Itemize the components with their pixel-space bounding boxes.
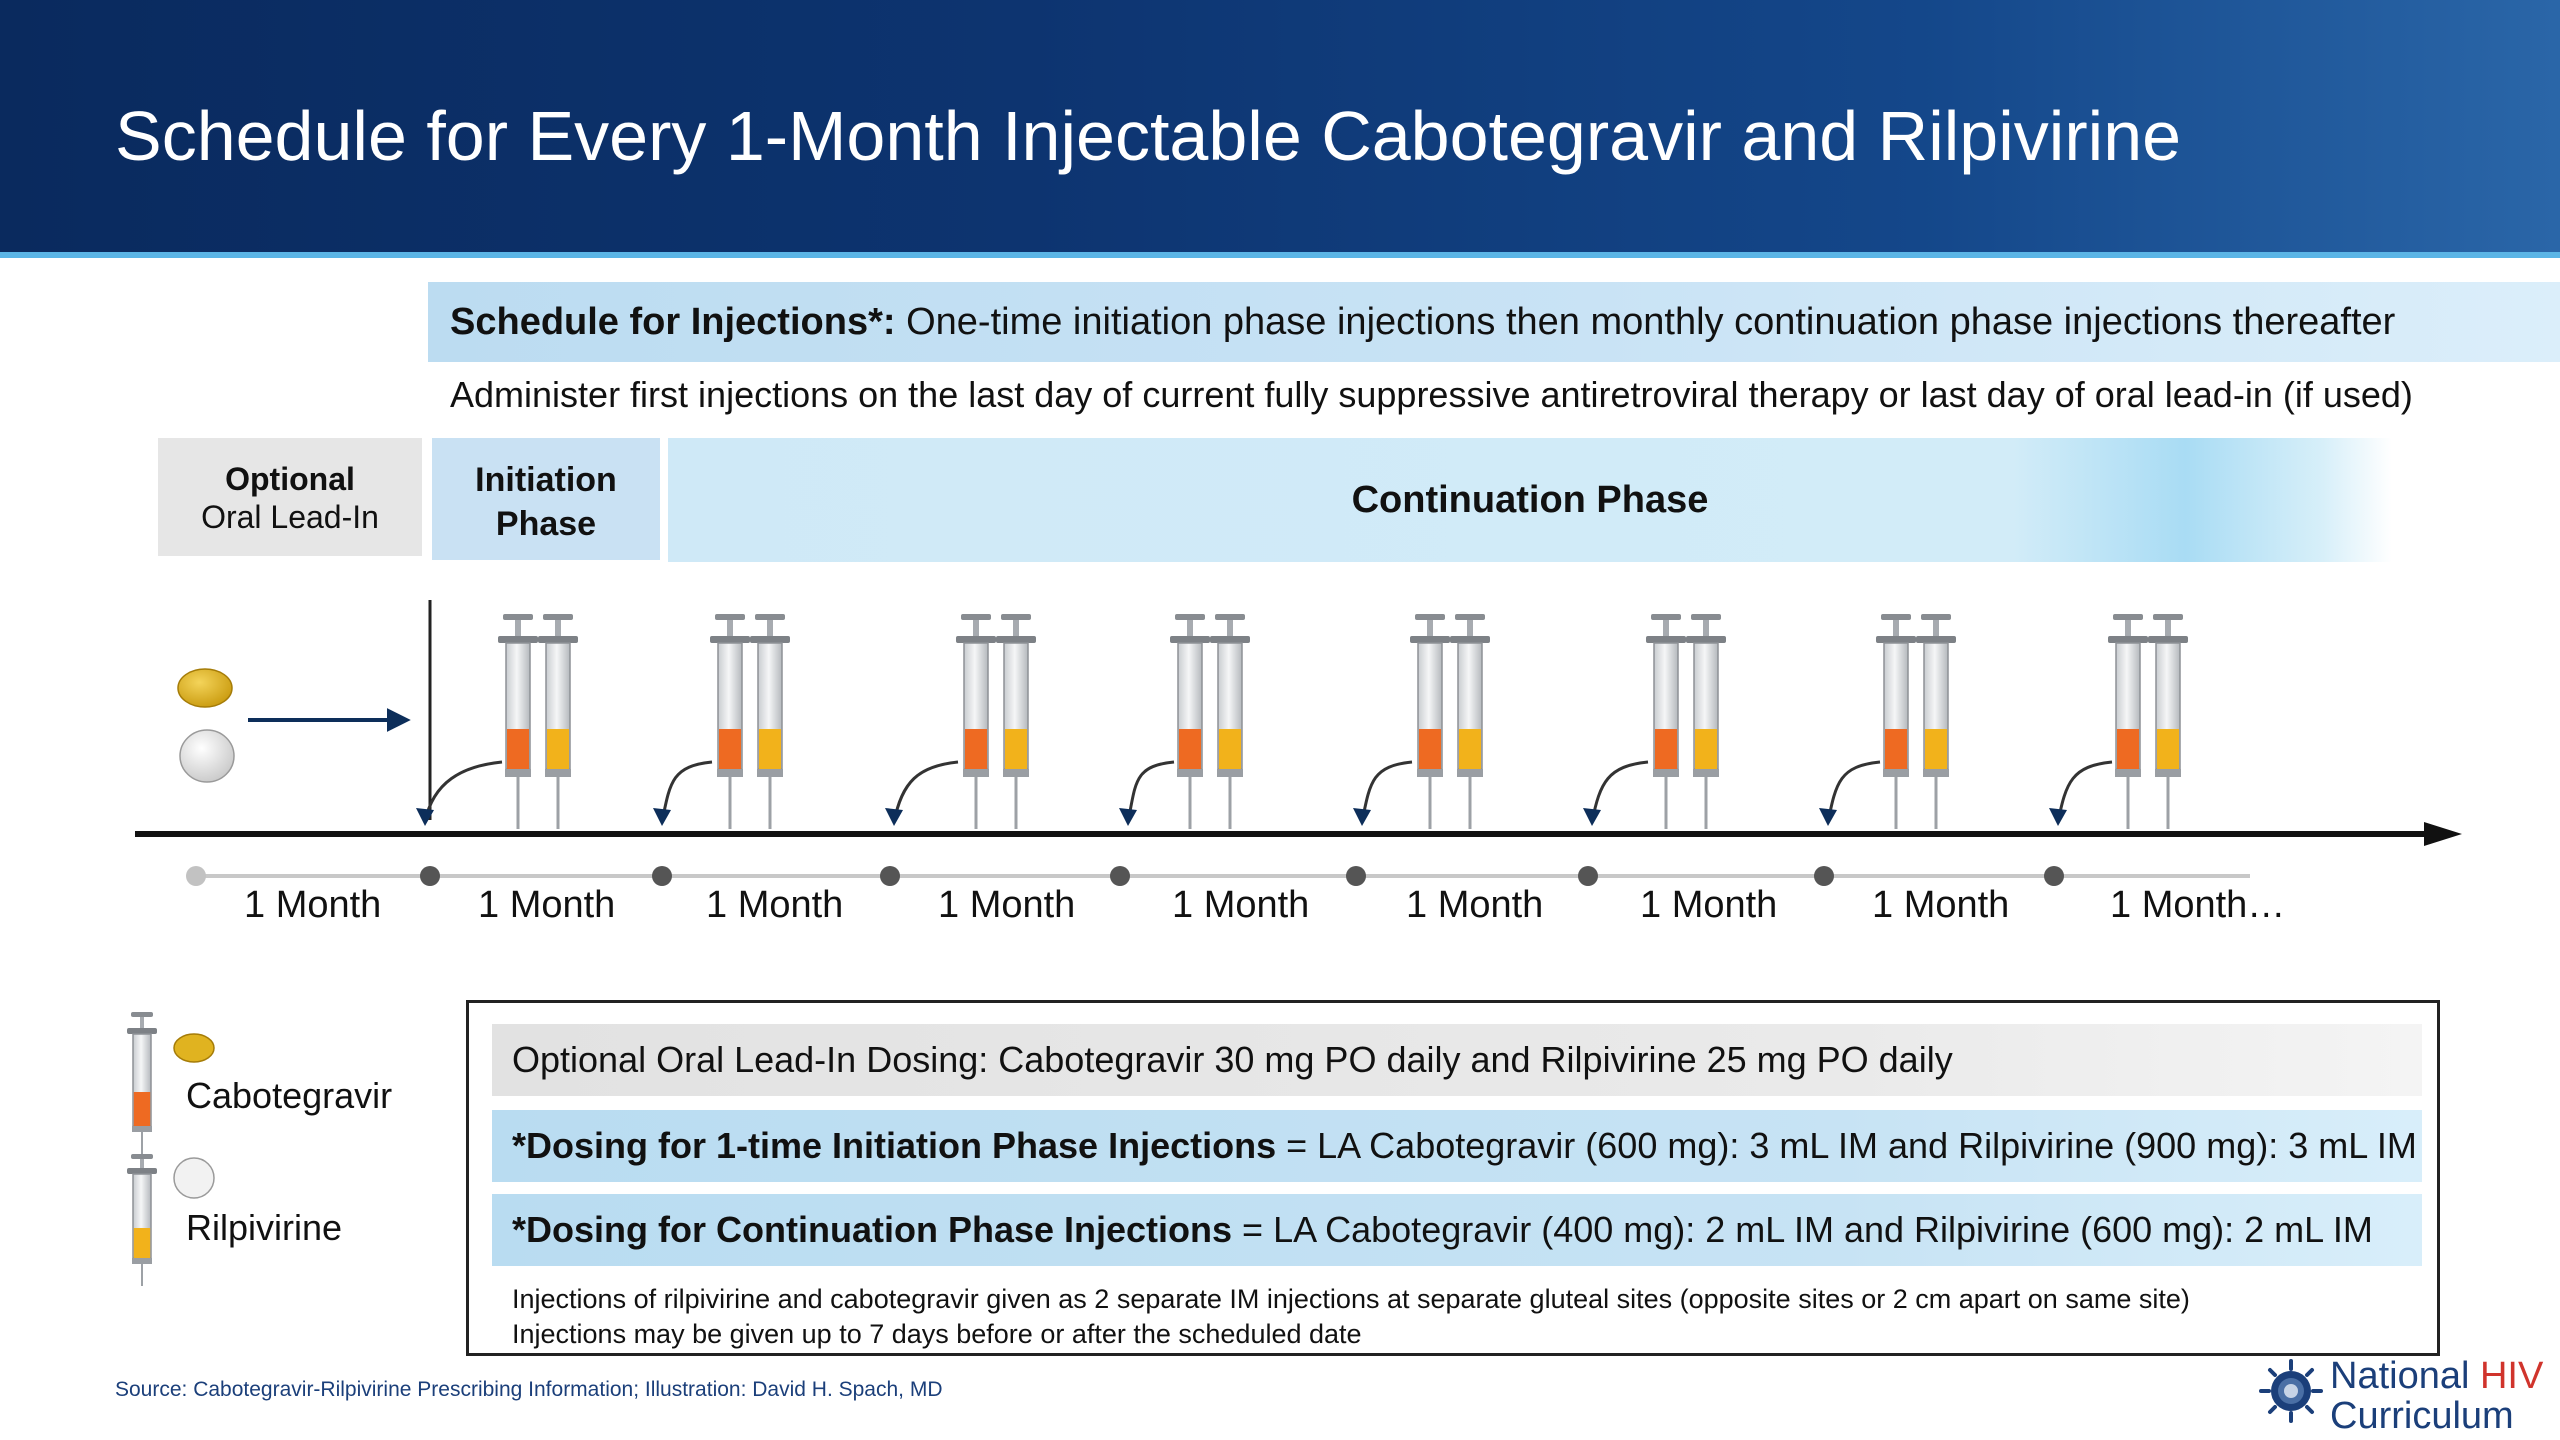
month-label: 1 Month [478, 884, 616, 926]
syringe-rilpivirine-icon [1685, 613, 1727, 830]
syringe-cabotegravir-icon [1645, 613, 1687, 830]
legend-rilpivirine-syringe-icon [127, 1154, 157, 1286]
phase-lead-in-line1: Optional [225, 461, 355, 497]
phase-continuation: Continuation Phase [668, 438, 2392, 562]
timeline-diagram [135, 600, 2462, 886]
syringe-rilpivirine-icon [1209, 613, 1251, 830]
syringe-rilpivirine-icon [1915, 613, 1957, 830]
schedule-label: Schedule for Injections*: [450, 301, 896, 343]
brand-name: National HIV Curriculum [2330, 1356, 2543, 1436]
dosing-initiation-row: *Dosing for 1-time Initiation Phase Inje… [492, 1110, 2422, 1182]
phase-oral-lead-in: Optional Oral Lead-In [158, 438, 422, 556]
phase-initiation: Initiation Phase [432, 438, 660, 560]
brand-curriculum: Curriculum [2330, 1395, 2514, 1437]
brand-hiv: HIV [2479, 1355, 2544, 1397]
injection-arrow-head-icon [1819, 808, 1837, 826]
injection-arrow-head-icon [1353, 808, 1371, 826]
syringe-rilpivirine-icon [995, 613, 1037, 830]
month-label: 1 Month [1172, 884, 1310, 926]
month-label: 1 Month [706, 884, 844, 926]
injection-arrow-icon [1360, 760, 1413, 823]
month-tick [420, 866, 440, 886]
dosing-note-2: Injections may be given up to 7 days bef… [512, 1319, 1362, 1349]
syringe-rilpivirine-icon [2147, 613, 2189, 830]
legend-cabotegravir-label: Cabotegravir [186, 1075, 393, 1116]
injection-arrow-head-icon [653, 808, 671, 826]
month-label: 1 Month [1872, 884, 2010, 926]
source-citation: Source: Cabotegravir-Rilpivirine Prescri… [115, 1378, 943, 1401]
administer-note: Administer first injections on the last … [450, 374, 2413, 415]
month-tick [880, 866, 900, 886]
legend-rilpivirine-pill-icon [173, 1157, 215, 1199]
dosing-continuation-label: *Dosing for Continuation Phase Injection… [512, 1209, 1233, 1250]
syringe-cabotegravir-icon [709, 613, 751, 830]
legend-icons [127, 1012, 215, 1286]
injection-arrow-head-icon [416, 808, 434, 826]
page-title: Schedule for Every 1-Month Injectable Ca… [115, 97, 2182, 175]
month-tick [186, 866, 206, 886]
syringe-cabotegravir-icon [1875, 613, 1917, 830]
dosing-note-1: Injections of rilpivirine and cabotegrav… [512, 1284, 2190, 1314]
dosing-initiation-label: *Dosing for 1-time Initiation Phase Inje… [512, 1125, 1277, 1166]
phase-initiation-line2: Phase [495, 505, 597, 543]
month-tick [1814, 866, 1834, 886]
phase-lead-in-line2: Oral Lead-In [201, 499, 379, 535]
dosing-continuation-row: *Dosing for Continuation Phase Injection… [492, 1194, 2422, 1266]
syringe-cabotegravir-icon [1409, 613, 1451, 830]
injection-arrow-icon [423, 760, 503, 823]
month-label: 1 Month [244, 884, 382, 926]
injection-arrow-head-icon [1583, 808, 1601, 826]
month-tick [1578, 866, 1598, 886]
syringe-cabotegravir-icon [1169, 613, 1211, 830]
month-label: 1 Month [1640, 884, 1778, 926]
legend-cabotegravir-syringe-icon [127, 1012, 157, 1160]
syringe-cabotegravir-icon [497, 613, 539, 830]
injection-arrow-icon [2056, 760, 2113, 823]
injection-arrow-head-icon [885, 808, 903, 826]
syringe-rilpivirine-icon [749, 613, 791, 830]
curriculum-logo-icon [2259, 1359, 2323, 1423]
brand-national: National [2330, 1355, 2480, 1397]
header-bar [0, 0, 2560, 252]
dosing-continuation-text: = LA Cabotegravir (400 mg): 2 mL IM and … [1232, 1209, 2373, 1250]
schedule-banner: Schedule for Injections*: One-time initi… [428, 282, 2560, 362]
month-label: 1 Month [938, 884, 1076, 926]
pill-rilpivirine-icon [179, 729, 235, 783]
schedule-text: One-time initiation phase injections the… [906, 301, 2396, 343]
injection-arrow-head-icon [1119, 808, 1137, 826]
pill-cabotegravir-icon [177, 668, 233, 708]
syringe-rilpivirine-icon [537, 613, 579, 830]
syringe-rilpivirine-icon [1449, 613, 1491, 830]
month-tick [2044, 866, 2064, 886]
injection-arrow-icon [1590, 760, 1649, 823]
month-label: 1 Month… [2110, 884, 2286, 926]
dosing-initiation-text: = LA Cabotegravir (600 mg): 3 mL IM and … [1276, 1125, 2417, 1166]
syringe-cabotegravir-icon [955, 613, 997, 830]
month-tick [1110, 866, 1130, 886]
month-tick [1346, 866, 1366, 886]
syringe-cabotegravir-icon [2107, 613, 2149, 830]
header-divider [0, 252, 2560, 258]
legend-rilpivirine-label: Rilpivirine [186, 1207, 343, 1248]
injection-arrow-icon [1826, 760, 1881, 823]
dosing-oral-row: Optional Oral Lead-In Dosing: Cabotegrav… [492, 1024, 2422, 1096]
phase-initiation-line1: Initiation [475, 461, 617, 499]
month-label: 1 Month [1406, 884, 1544, 926]
injection-arrow-head-icon [2049, 808, 2067, 826]
injection-arrow-icon [660, 760, 713, 823]
legend-cabotegravir-pill-icon [173, 1033, 215, 1063]
month-tick [652, 866, 672, 886]
timeline-arrow-icon [2424, 822, 2462, 846]
injection-arrow-icon [892, 760, 959, 823]
